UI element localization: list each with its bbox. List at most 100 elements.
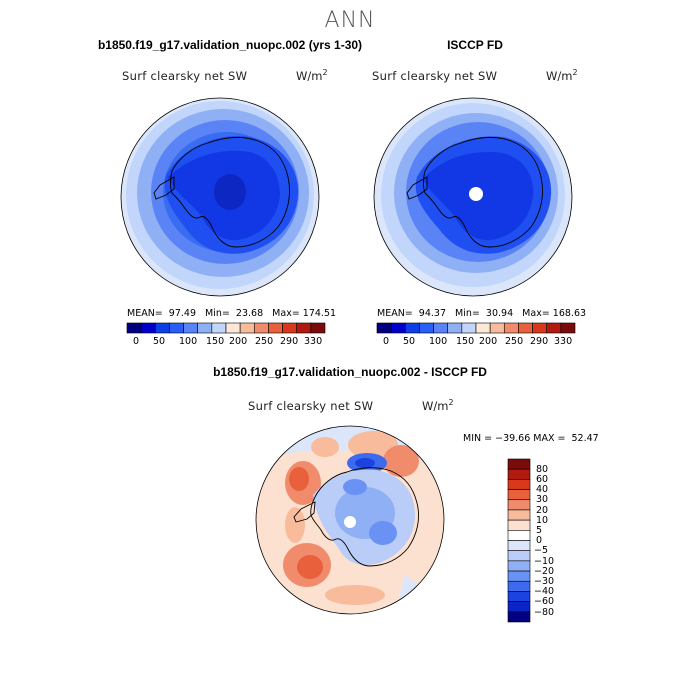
colorbar-swatch [507, 468, 531, 480]
model-colorbar-labels: 0 50 100 150 200 250 290 330 [126, 336, 326, 350]
colorbar-swatch [376, 322, 392, 334]
colorbar-swatch [507, 570, 531, 582]
cb-label: 80 [536, 464, 549, 475]
diff-colorbar [507, 458, 531, 623]
model-stats: MEAN= 97.49 Min= 23.68 Max= 174.51 [127, 308, 337, 319]
colorbar-swatch [507, 560, 531, 572]
diff-variable-name: Surf clearsky net SW [248, 399, 374, 413]
cb-label: 30 [536, 494, 549, 505]
obs-stats: MEAN= 94.37 Min= 30.94 Max= 168.63 [377, 308, 587, 319]
map-border [255, 425, 445, 615]
cb-label: −30 [534, 576, 555, 587]
colorbar-swatch [447, 322, 463, 334]
colorbar-swatch [310, 322, 326, 334]
colorbar-swatch [296, 322, 312, 334]
model-polar-map [120, 97, 320, 297]
model-units: W/m2 [296, 68, 328, 83]
colorbar-swatch [507, 611, 531, 623]
cb-label: 10 [536, 515, 549, 526]
cb-label: −40 [534, 586, 555, 597]
diff-panel-title: b1850.f19_g17.validation_nuopc.002 - ISC… [213, 365, 487, 379]
obs-panel-title: ISCCP FD [447, 38, 503, 52]
cb-label: 250 [255, 336, 274, 347]
cb-label: −5 [534, 545, 549, 556]
colorbar-swatch [419, 322, 434, 334]
cb-label: 100 [179, 336, 198, 347]
colorbar-swatch [475, 322, 491, 334]
colorbar-swatch [507, 458, 531, 470]
diff-colorbar-labels: 80 60 40 30 20 10 5 0 −5 −10 −20 −30 −40… [534, 458, 576, 628]
colorbar-swatch [461, 322, 477, 334]
colorbar-swatch [433, 322, 449, 334]
colorbar-swatch [390, 322, 406, 334]
colorbar-swatch [140, 322, 156, 334]
colorbar-swatch [154, 322, 170, 334]
map-border [373, 97, 573, 297]
colorbar-swatch [282, 322, 298, 334]
obs-polar-map [373, 97, 573, 297]
colorbar-swatch [507, 530, 531, 541]
colorbar-swatch [239, 322, 255, 334]
colorbar-swatch [169, 322, 184, 334]
cb-label: 150 [456, 336, 475, 347]
colorbar-swatch [197, 322, 213, 334]
cb-label: 150 [206, 336, 225, 347]
colorbar-swatch [518, 322, 533, 334]
colorbar-swatch [507, 550, 531, 562]
colorbar-swatch [507, 479, 531, 490]
colorbar-swatch [532, 322, 548, 334]
cb-label: 5 [536, 525, 543, 536]
obs-variable-name: Surf clearsky net SW [372, 69, 498, 83]
cb-label: −60 [534, 596, 555, 607]
cb-label: 60 [536, 474, 549, 485]
obs-colorbar-labels: 0 50 100 150 200 250 290 330 [376, 336, 576, 350]
antarctica-coastline [406, 136, 543, 248]
diff-polar-map [255, 425, 445, 615]
colorbar-swatch [489, 322, 505, 334]
colorbar-swatch [507, 509, 531, 521]
colorbar-swatch [507, 591, 531, 602]
cb-label: 0 [536, 535, 543, 546]
colorbar-swatch [507, 540, 531, 551]
polar-missing-data [469, 187, 483, 201]
antarctica-coastline [153, 136, 290, 248]
colorbar-swatch [507, 580, 531, 592]
colorbar-swatch [126, 322, 142, 334]
cb-label: 100 [429, 336, 448, 347]
cb-label: 250 [505, 336, 524, 347]
obs-units: W/m2 [546, 68, 578, 83]
colorbar-swatch [503, 322, 519, 334]
model-panel-title: b1850.f19_g17.validation_nuopc.002 (yrs … [97, 38, 363, 52]
cb-label: −10 [534, 556, 555, 567]
map-border [120, 97, 320, 297]
cb-label: 0 [383, 336, 390, 347]
obs-colorbar [376, 322, 576, 334]
colorbar-swatch [268, 322, 283, 334]
colorbar-swatch [404, 322, 420, 334]
cb-label: 200 [229, 336, 248, 347]
colorbar-swatch [183, 322, 199, 334]
cb-label: 290 [280, 336, 299, 347]
colorbar-swatch [507, 519, 531, 531]
season-title: ANN [324, 8, 376, 33]
cb-label: 50 [153, 336, 166, 347]
colorbar-swatch [560, 322, 576, 334]
colorbar-swatch [211, 322, 227, 334]
cb-label: −20 [534, 566, 555, 577]
diff-stats: MIN = −39.66 MAX = 52.47 [463, 433, 599, 444]
diff-units: W/m2 [422, 398, 454, 413]
cb-label: 330 [554, 336, 573, 347]
cb-label: 290 [530, 336, 549, 347]
cb-label: 20 [536, 505, 549, 516]
model-variable-name: Surf clearsky net SW [122, 69, 248, 83]
cb-label: 40 [536, 484, 549, 495]
colorbar-swatch [225, 322, 241, 334]
cb-label: −80 [534, 607, 555, 618]
colorbar-swatch [507, 601, 531, 613]
cb-label: 50 [403, 336, 416, 347]
colorbar-swatch [253, 322, 269, 334]
model-colorbar [126, 322, 326, 334]
colorbar-swatch [507, 489, 531, 501]
antarctica-coastline [293, 467, 419, 567]
cb-label: 200 [479, 336, 498, 347]
